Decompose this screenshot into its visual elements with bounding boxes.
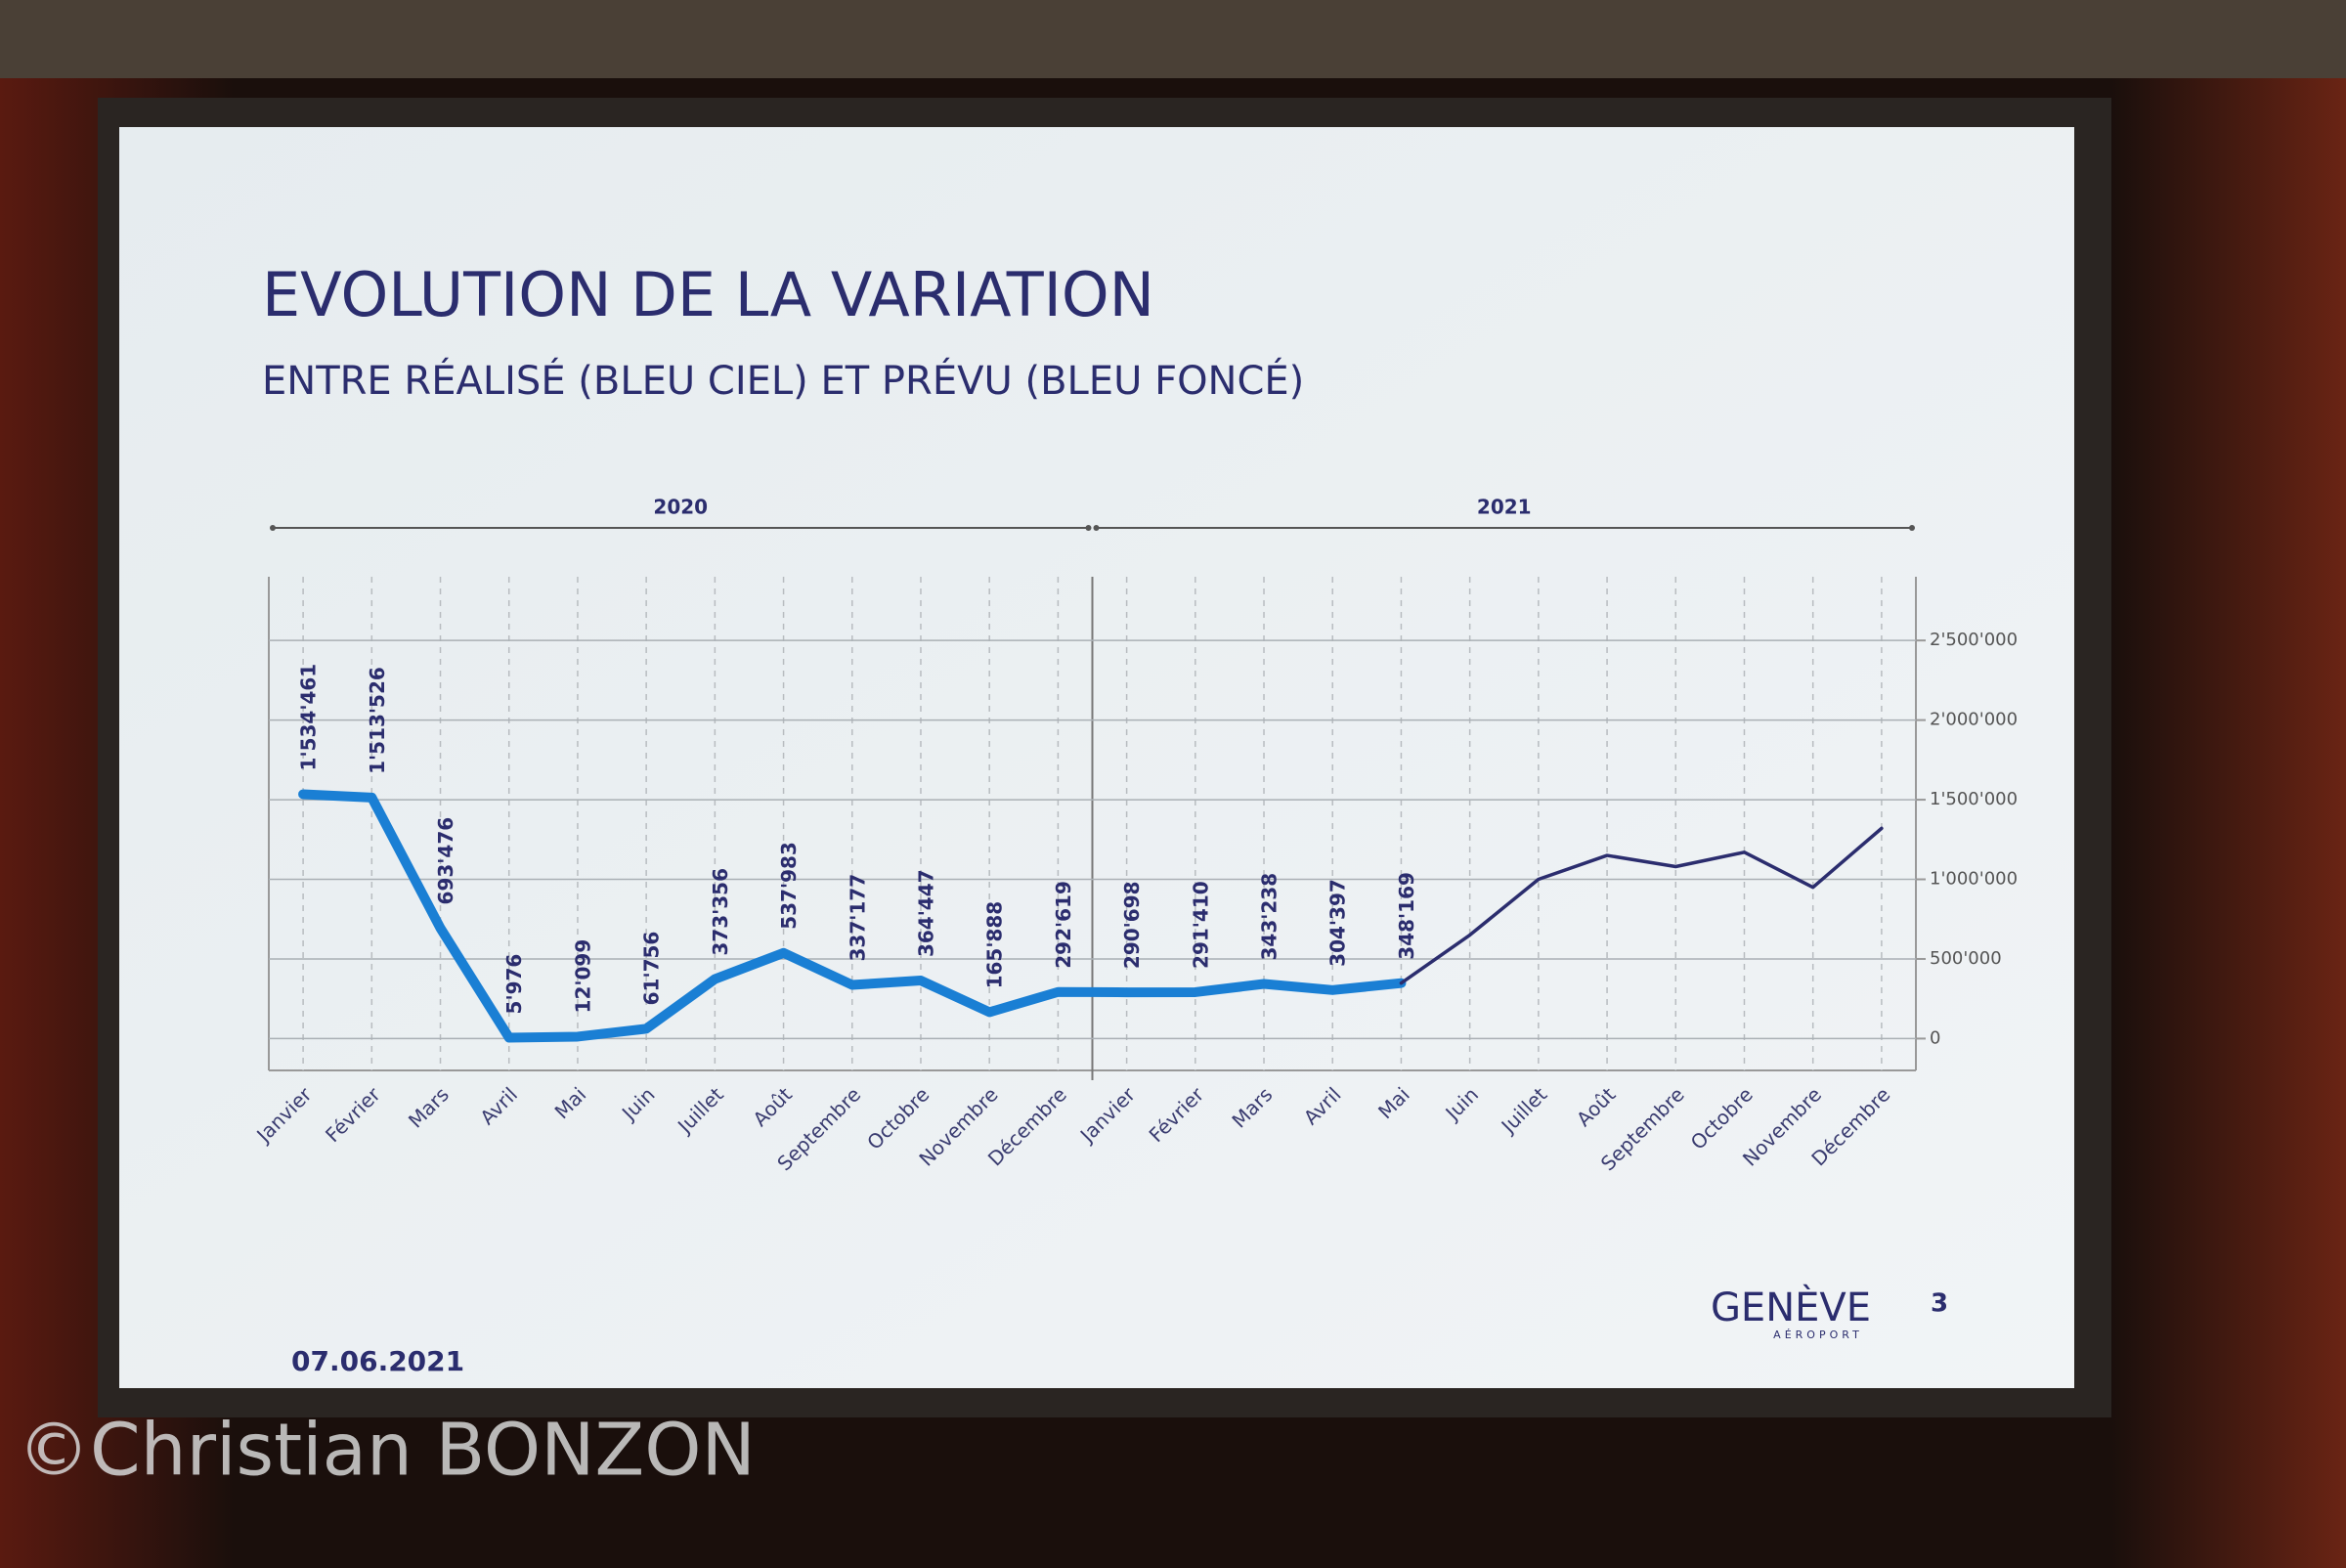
period-arrow-end xyxy=(270,525,276,531)
slide-date: 07.06.2021 xyxy=(291,1345,464,1377)
value-label: 61'756 xyxy=(640,932,664,1006)
y-tick-label: 2'500'000 xyxy=(1930,630,2018,650)
y-tick-label: 2'000'000 xyxy=(1930,710,2018,730)
value-label: 165'888 xyxy=(983,901,1007,989)
value-label: 292'619 xyxy=(1052,881,1075,969)
slide xyxy=(119,127,2074,1388)
watermark: ©Christian BONZON xyxy=(18,1409,756,1493)
period-label: 2021 xyxy=(1477,496,1532,519)
period-arrow-end xyxy=(1085,525,1092,531)
y-tick-label: 1'500'000 xyxy=(1930,789,2018,809)
series-line xyxy=(1399,826,1884,985)
slide-title: EVOLUTION DE LA VARIATION xyxy=(262,259,1154,330)
period-arrow-end xyxy=(1909,525,1915,531)
slide-subtitle: ENTRE RÉALISÉ (BLEU CIEL) ET PRÉVU (BLEU… xyxy=(262,357,1304,404)
value-label: 348'169 xyxy=(1395,872,1418,960)
value-label: 304'397 xyxy=(1326,879,1350,967)
value-label: 5'976 xyxy=(502,954,526,1015)
value-label: 12'099 xyxy=(571,939,594,1014)
value-label: 337'177 xyxy=(846,874,869,962)
y-tick-label: 0 xyxy=(1930,1027,1940,1048)
y-tick-label: 500'000 xyxy=(1930,948,2002,969)
value-label: 343'238 xyxy=(1258,873,1282,961)
logo: GENÈVE xyxy=(1711,1284,1871,1330)
series-line xyxy=(298,789,1407,1043)
ceiling xyxy=(0,0,2346,78)
value-label: 364'447 xyxy=(914,869,937,957)
value-label: 1'513'526 xyxy=(366,667,389,774)
value-label: 373'356 xyxy=(709,868,732,956)
period-arrow-end xyxy=(1093,525,1100,531)
value-label: 290'698 xyxy=(1120,881,1144,969)
y-tick-label: 1'000'000 xyxy=(1930,869,2018,890)
value-label: 537'983 xyxy=(777,842,801,930)
page-number: 3 xyxy=(1931,1289,1948,1319)
value-label: 693'476 xyxy=(434,817,457,905)
logo-sub: AÉROPORT xyxy=(1773,1328,1863,1341)
value-label: 1'534'461 xyxy=(297,664,321,771)
value-label: 291'410 xyxy=(1189,881,1212,969)
period-label: 2020 xyxy=(653,496,708,519)
